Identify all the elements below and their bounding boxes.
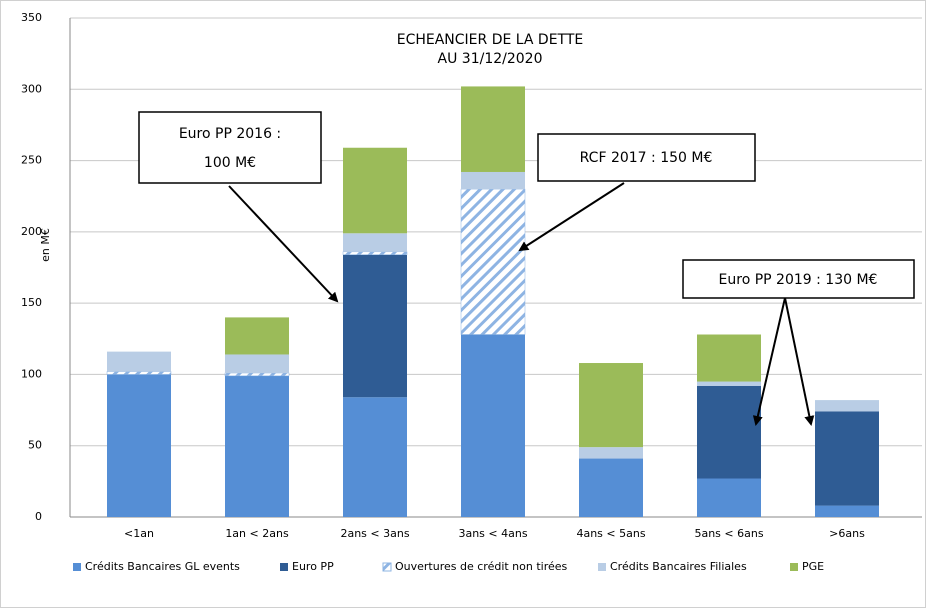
bar-segment <box>343 254 407 398</box>
bar-segment <box>461 86 525 172</box>
bar-segment <box>107 351 171 372</box>
x-tick-label: 4ans < 5ans <box>576 527 645 540</box>
bar-segment <box>224 372 290 377</box>
bar-segment <box>343 233 407 252</box>
callout-text: RCF 2017 : 150 M€ <box>580 150 713 166</box>
legend-label: Ouvertures de crédit non tirées <box>395 560 568 573</box>
bar-segment <box>225 317 289 355</box>
legend-swatch <box>790 563 798 571</box>
bar-segment <box>343 147 407 234</box>
bar-segment <box>106 371 172 375</box>
bar-segment <box>697 381 761 386</box>
callout-text: Euro PP 2019 : 130 M€ <box>719 272 878 288</box>
bar-segment <box>579 458 643 517</box>
bar-segment <box>697 334 761 382</box>
callout-box <box>138 111 322 184</box>
chart-subtitle: AU 31/12/2020 <box>438 51 543 67</box>
bar-segment <box>460 188 526 335</box>
x-tick-label: >6ans <box>829 527 865 540</box>
legend-swatch <box>73 563 81 571</box>
y-tick-label: 350 <box>21 11 42 24</box>
bar-segment <box>343 397 407 517</box>
y-axis-label: en M€ <box>39 228 52 262</box>
bar-segment <box>579 447 643 459</box>
x-tick-label: <1an <box>124 527 154 540</box>
bar-segment <box>225 354 289 374</box>
x-tick-label: 3ans < 4ans <box>458 527 527 540</box>
legend-label: Crédits Bancaires GL events <box>85 560 240 573</box>
callout-text: Euro PP 2016 : <box>179 126 281 142</box>
bar-segment <box>697 478 761 517</box>
plot: 0 50 100 150 200 250 300 350 <1an 1an < 2ans 2ans … <box>21 11 922 573</box>
legend-label: Crédits Bancaires Filiales <box>610 560 747 573</box>
y-tick-label: 50 <box>28 439 42 452</box>
arrow <box>784 297 815 426</box>
bar-segment <box>815 411 879 506</box>
y-tick-label: 100 <box>21 367 42 380</box>
legend-swatch <box>382 562 392 572</box>
arrow <box>518 182 625 252</box>
bar-segment <box>225 375 289 517</box>
y-tick-label: 200 <box>21 225 42 238</box>
x-tick-label: 5ans < 6ans <box>694 527 763 540</box>
bar-segment <box>815 505 879 517</box>
bar-segment <box>342 251 408 255</box>
x-tick-label: 1an < 2ans <box>225 527 289 540</box>
legend-swatch <box>280 563 288 571</box>
legend-label: PGE <box>802 560 824 573</box>
chart-title: ECHEANCIER DE LA DETTE <box>397 32 584 48</box>
legend-label: Euro PP <box>292 560 334 573</box>
bar-segment <box>107 374 171 517</box>
y-tick-label: 250 <box>21 154 42 167</box>
y-tick-label: 0 <box>35 510 42 523</box>
bar-segment <box>579 363 643 448</box>
bar-segment <box>815 400 879 412</box>
callout-box <box>682 259 915 299</box>
callout-text: 100 M€ <box>204 155 256 171</box>
legend-swatch <box>598 563 606 571</box>
bar-segment <box>461 334 525 517</box>
bar-segment <box>697 385 761 479</box>
arrow <box>752 297 786 426</box>
x-tick-label: 2ans < 3ans <box>340 527 409 540</box>
callout-box <box>537 133 756 182</box>
y-tick-label: 150 <box>21 296 42 309</box>
bar-segment <box>461 171 525 190</box>
y-tick-label: 300 <box>21 82 42 95</box>
arrow <box>228 185 339 303</box>
